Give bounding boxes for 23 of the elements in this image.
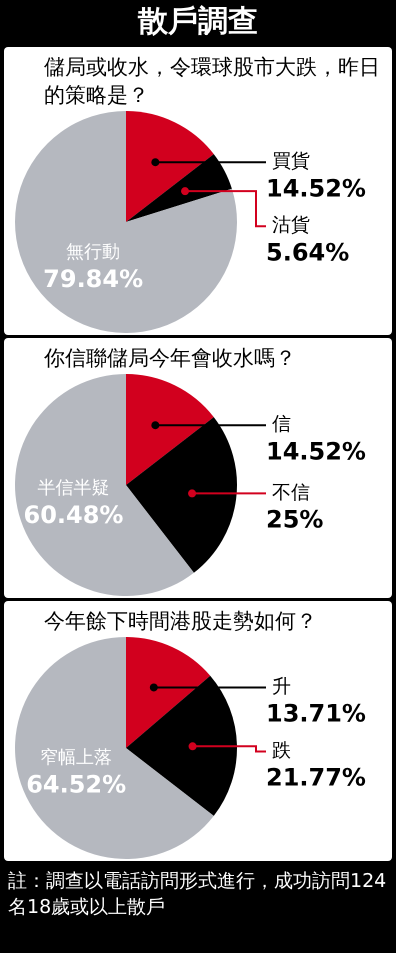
slice-label: 升 (272, 675, 291, 698)
chart-subtitle: 你信聯儲局今年會收水嗎？ (43, 345, 297, 372)
chart-subtitle: 今年餘下時間港股走勢如何？ (43, 608, 318, 635)
chart-title: 散戶調查 (136, 3, 259, 41)
data-label: 60.48% (23, 501, 124, 530)
slice-label: 買貨 (272, 150, 310, 172)
slice-label: 信 (272, 413, 291, 436)
slice-label: 窄幅上落 (40, 747, 112, 768)
text: 註：調查以電話訪問形式進行，成功訪問124名18歲或以上散戶 (7, 869, 388, 920)
data-label: 64.52% (26, 770, 126, 799)
data-label: 25% (266, 506, 324, 534)
slice-label: 無行動 (66, 241, 120, 262)
slice-label: 半信半疑 (37, 478, 110, 499)
slice-label: 跌 (272, 739, 291, 762)
data-label: 13.71% (266, 700, 366, 728)
chart-subtitle: 儲局或收水，令環球股市大跌，昨日的策略是？ (43, 54, 381, 109)
data-label: 5.64% (266, 238, 350, 266)
slice-label: 不信 (272, 481, 310, 504)
data-label: 79.84% (43, 264, 144, 293)
slice-label: 沽貨 (272, 214, 310, 236)
data-label: 14.52% (266, 174, 366, 202)
data-label: 21.77% (266, 764, 366, 792)
data-label: 14.52% (266, 437, 366, 466)
